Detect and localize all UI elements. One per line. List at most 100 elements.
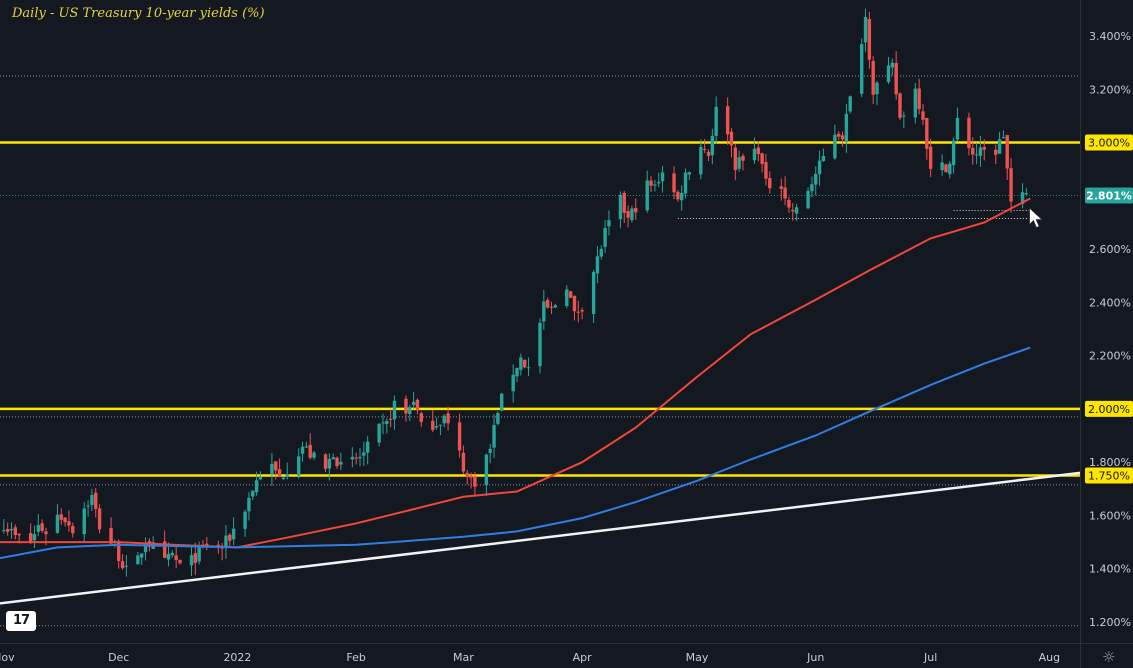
- candle-body: [71, 526, 75, 534]
- candle-body: [940, 162, 944, 171]
- candle-body: [622, 192, 626, 213]
- candle-body: [331, 457, 335, 460]
- candle-body: [810, 184, 814, 192]
- candle-body: [323, 454, 328, 469]
- candle-body: [251, 490, 255, 497]
- candle-body: [794, 207, 799, 214]
- candle-body: [5, 528, 10, 532]
- candle-body: [1020, 192, 1025, 204]
- candle-body: [228, 534, 232, 541]
- candle-body: [741, 155, 745, 161]
- candle-body: [365, 441, 370, 453]
- candle-body: [1005, 134, 1009, 169]
- candle-body: [117, 541, 121, 562]
- candle-body: [170, 553, 175, 556]
- candle-body: [898, 93, 902, 118]
- candle-body: [82, 508, 86, 535]
- candle-body: [339, 461, 343, 465]
- candle-body: [1024, 193, 1029, 195]
- candle-body: [304, 446, 309, 448]
- candle-body: [44, 531, 48, 535]
- candle-body: [404, 398, 408, 414]
- candle-body: [626, 211, 630, 218]
- candle-body: [243, 511, 247, 529]
- candle-body: [32, 533, 37, 541]
- candle-body: [967, 117, 971, 149]
- candle-body: [917, 88, 921, 110]
- candle-body: [442, 415, 446, 424]
- candle-body: [545, 299, 550, 308]
- candle-body: [580, 310, 584, 312]
- x-tick-label: Jun: [806, 651, 824, 664]
- candle-body: [90, 495, 94, 505]
- candle-body: [496, 413, 500, 424]
- moving-average-slow-line: [0, 346, 1031, 560]
- candle-body: [902, 115, 906, 117]
- candle-body: [281, 477, 286, 480]
- candle-body: [791, 209, 795, 212]
- candle-body: [607, 220, 611, 227]
- candle-body: [837, 133, 841, 137]
- candle-body: [978, 147, 983, 156]
- candle-body: [875, 82, 879, 95]
- candle-body: [461, 452, 466, 472]
- gear-icon[interactable]: ☼: [1102, 648, 1116, 666]
- candle-body: [787, 199, 791, 208]
- y-tick-label: 1.600%: [1089, 509, 1131, 522]
- candle-body: [806, 190, 810, 209]
- candle-body: [277, 469, 282, 477]
- candle-body: [618, 194, 623, 220]
- candle-body: [166, 554, 171, 560]
- x-tick-label: Jul: [923, 651, 937, 664]
- candle-body: [446, 413, 450, 424]
- x-tick-label: 2022: [223, 651, 251, 664]
- candle-body: [634, 208, 638, 213]
- y-tick-label: 2.600%: [1089, 243, 1131, 256]
- candle-body: [247, 497, 251, 512]
- candle-body: [358, 456, 362, 459]
- candle-body: [886, 65, 891, 83]
- candle-body: [752, 148, 757, 161]
- candle-body: [216, 544, 220, 546]
- candle-body: [867, 19, 872, 60]
- candle-body: [484, 454, 489, 486]
- price-badge-label: 3.000%: [1088, 137, 1130, 150]
- candle-body: [814, 173, 818, 185]
- candle-body: [833, 134, 837, 159]
- candle-body: [205, 543, 209, 547]
- candle-body: [522, 359, 527, 368]
- candle-body: [542, 301, 546, 322]
- candle-body: [848, 96, 852, 112]
- candle-body: [576, 311, 580, 313]
- candle-body: [419, 413, 423, 422]
- candle-body: [844, 113, 849, 142]
- candle-body: [488, 448, 492, 454]
- candle-body: [672, 173, 676, 193]
- y-tick-label: 1.800%: [1089, 456, 1131, 469]
- candle-body: [595, 256, 600, 274]
- candle-body: [274, 461, 278, 471]
- candle-body: [162, 541, 167, 558]
- candle-body: [473, 476, 477, 487]
- price-badge: [1085, 467, 1133, 484]
- candle-body: [702, 148, 707, 150]
- chart-title: Daily - US Treasury 10-year yields (%): [12, 6, 265, 21]
- candle-body: [224, 535, 228, 548]
- candle-body: [408, 407, 412, 414]
- candle-body: [377, 423, 381, 443]
- candle-body: [687, 172, 692, 175]
- tradingview-logo-icon[interactable]: 17: [6, 611, 36, 631]
- candle-body: [599, 248, 603, 257]
- candle-body: [270, 463, 274, 475]
- x-tick-label: Feb: [346, 651, 365, 664]
- candle-body: [519, 357, 523, 370]
- candle-body: [1001, 137, 1006, 139]
- candle-body: [951, 140, 956, 166]
- candle-body: [431, 420, 435, 430]
- candle-body: [178, 559, 182, 564]
- candle-body: [362, 452, 366, 456]
- candle-body: [764, 162, 768, 179]
- candle-body: [553, 305, 558, 308]
- trendline[interactable]: [0, 471, 1081, 605]
